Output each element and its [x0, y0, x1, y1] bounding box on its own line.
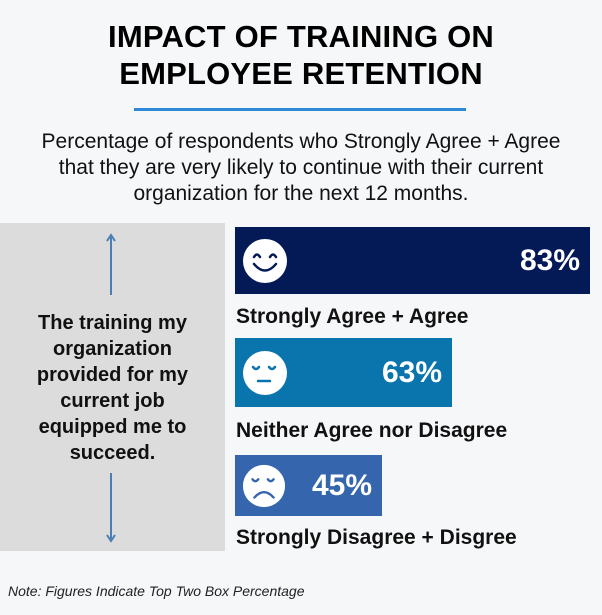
title-line-1: IMPACT OF TRAINING ON [108, 19, 494, 54]
neutral-face-icon [243, 350, 287, 395]
bar-label: Strongly Disagree + Disgree [236, 526, 517, 549]
sad-face-icon [242, 464, 286, 507]
arrow-up-icon [106, 233, 116, 295]
statement-line: equipped me to [38, 416, 187, 438]
bar-label: Neither Agree nor Disagree [236, 419, 508, 442]
title-line-2: EMPLOYEE RETENTION [119, 56, 483, 91]
bar-value: 83% [519, 243, 580, 277]
subtitle-line-1: Percentage of respondents who Strongly A… [41, 130, 561, 153]
statement-line: The training my [38, 312, 187, 334]
statement-text: The training my organization provided fo… [0, 310, 225, 466]
page-title: IMPACT OF TRAINING ON EMPLOYEE RETENTION [0, 18, 602, 92]
bar-strongly-disagree: 45% [235, 455, 382, 516]
bar-neutral: 63% [235, 338, 452, 407]
statement-panel: The training my organization provided fo… [0, 223, 225, 551]
subtitle: Percentage of respondents who Strongly A… [0, 129, 602, 207]
statement-line: succeed. [69, 442, 156, 464]
bar-label: Strongly Agree + Agree [236, 305, 469, 328]
bar-strongly-agree: 83% [235, 227, 590, 294]
subtitle-line-3: organization for the next 12 months. [133, 182, 469, 205]
statement-line: provided for my [36, 364, 189, 386]
footnote: Note: Figures Indicate Top Two Box Perce… [8, 583, 305, 599]
statement-line: current job [60, 390, 165, 412]
arrow-down-icon [106, 473, 116, 543]
bar-value: 63% [381, 355, 442, 389]
bar-value: 45% [311, 468, 372, 502]
smiling-face-icon [243, 238, 287, 283]
subtitle-line-2: that they are very likely to continue wi… [58, 156, 544, 179]
title-divider [134, 108, 466, 111]
statement-line: organization [53, 338, 172, 360]
